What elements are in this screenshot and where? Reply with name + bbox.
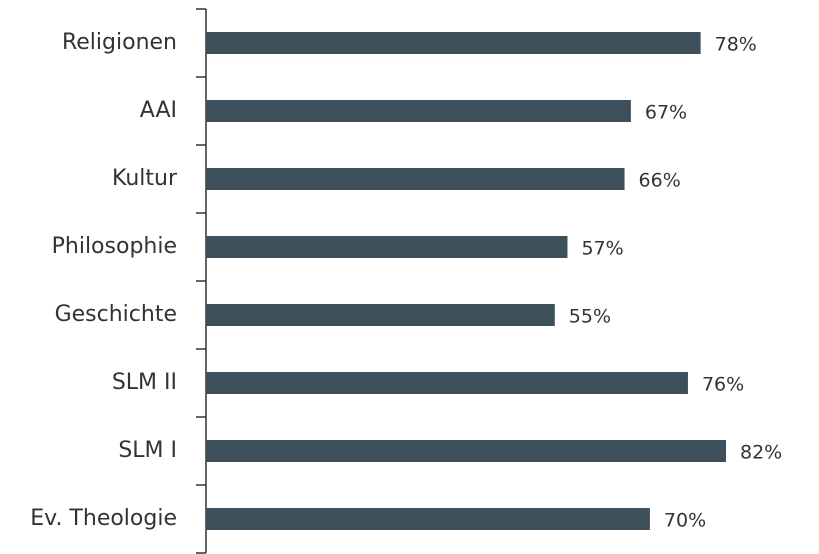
category-label: Philosophie (52, 234, 177, 259)
value-label: 55% (569, 306, 611, 328)
value-label: 67% (645, 102, 687, 124)
bar (206, 304, 555, 326)
category-label: Kultur (112, 166, 178, 191)
bar (206, 32, 701, 54)
value-label: 82% (740, 442, 782, 464)
bar (206, 100, 631, 122)
category-label: AAI (140, 98, 177, 123)
bar (206, 372, 688, 394)
value-label: 78% (715, 34, 757, 56)
category-label: SLM II (112, 370, 177, 395)
value-label: 76% (702, 374, 744, 396)
category-label: SLM I (118, 438, 177, 463)
value-label: 70% (664, 510, 706, 532)
category-label: Geschichte (55, 302, 177, 327)
bar (206, 508, 650, 530)
category-label: Ev. Theologie (30, 506, 177, 531)
value-label: 57% (581, 238, 623, 260)
category-label: Religionen (62, 30, 177, 55)
bar (206, 440, 726, 462)
bar (206, 168, 625, 190)
value-label: 66% (639, 170, 681, 192)
bar (206, 236, 568, 258)
